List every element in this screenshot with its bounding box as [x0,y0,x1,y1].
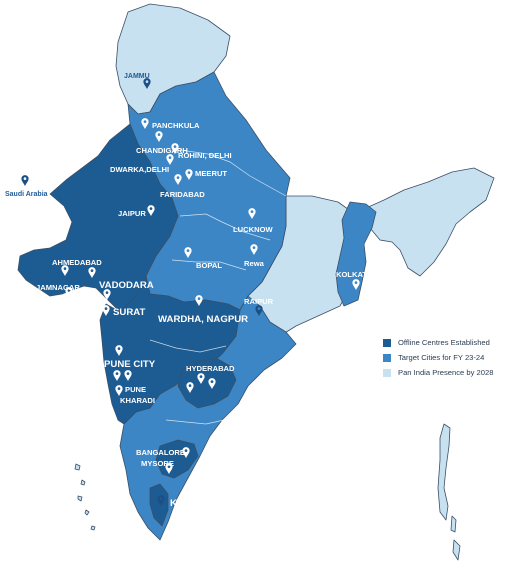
city-label-meerut: MEERUT [195,169,227,178]
legend-label: Target Cities for FY 23-24 [398,353,485,362]
map-legend: Offline Centres Established Target Citie… [383,335,493,380]
state-line [165,419,225,425]
city-label-mysore: MYSORE [141,459,174,468]
city-label-bangalore: BANGALORE [136,448,185,457]
city-label-chennai: CHENNAI [203,469,238,478]
region-lakshadweep [74,463,96,531]
city-label-bopal: BOPAL [196,261,222,270]
city-label-surat: SURAT [113,307,145,318]
region-telangana-offline [177,357,237,409]
map-pin-icon[interactable] [65,287,73,298]
city-label-jamnagar: JAMNAGAR [36,283,80,292]
city-label-hyderabad: HYDERABAD [186,364,235,373]
city-label-raipur: RAIPUR [244,297,274,306]
region-northeast [365,167,495,277]
city-label-rewa: Rewa [244,259,265,268]
map-pin-icon[interactable] [221,453,229,464]
state-line [179,213,271,241]
city-label-jammu: JAMMU [124,73,150,80]
city-label-rohini-delhi: ROHINI, DELHI [178,151,232,160]
region-andaman-nicobar [437,423,461,561]
city-label-dwarka-delhi: DWARKA,DELHI [110,165,169,174]
city-label-saudi-arabia: Saudi Arabia [5,191,48,198]
city-label-panchkula: PANCHKULA [152,121,200,130]
state-line [179,149,287,197]
city-label-vadodara: VADODARA [99,280,154,291]
legend-item-target: Target Cities for FY 23-24 [383,350,493,365]
city-label-kolkata: KOLKATA [336,270,373,279]
city-label-lucknow: LUCKNOW [233,225,273,234]
city-label-jaipur: JAIPUR [118,209,146,218]
city-label-ahmedabad: AHMEDABAD [52,258,102,267]
legend-swatch-presence [383,368,391,377]
city-label-pune-city: PUNE CITY [104,359,156,370]
region-bengal [335,201,377,307]
map-pin-icon[interactable] [21,175,29,186]
legend-swatch-offline [383,338,391,347]
city-label-pune: PUNE [125,385,146,394]
state-line [171,259,247,271]
legend-item-presence: Pan India Presence by 2028 [383,365,493,380]
city-label-rajkot: RAJKOT [32,302,64,311]
legend-label: Offline Centres Established [398,338,490,347]
legend-label: Pan India Presence by 2028 [398,368,494,377]
region-west-offline [17,123,179,313]
city-label-kochi: KOCHI [170,498,201,509]
city-label-kharadi: KHARADI [120,396,155,405]
city-label-faridabad: FARIDABAD [160,190,205,199]
region-kerala-offline [149,483,169,527]
state-line [149,339,227,353]
city-label-chandigarh: CHANDIGARH [136,146,188,155]
legend-item-offline: Offline Centres Established [383,335,493,350]
legend-swatch-target [383,353,391,362]
city-label-wardha-nagpur: WARDHA, NAGPUR [158,314,248,325]
